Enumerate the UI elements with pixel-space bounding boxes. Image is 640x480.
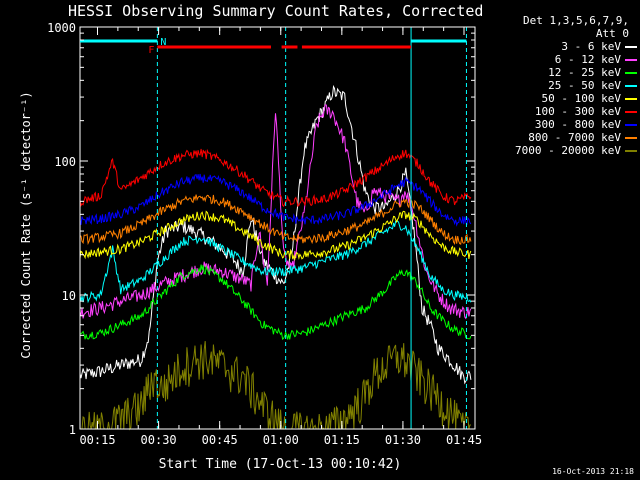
chart-marks [79,27,472,431]
plot-border [79,26,476,430]
legend-swatch [625,84,637,87]
legend: Det 1,3,5,6,7,9, Att 0 3 - 6 keV 6 - 12 k… [483,14,637,157]
legend-item-label: 7000 - 20000 keV [515,144,621,157]
legend-item: 7000 - 20000 keV [483,144,637,157]
x-tick-label-4: 01:00 [263,433,299,447]
y-tick-label-2: 10 [62,289,76,303]
series-line-7 [79,173,472,227]
legend-item-label: 6 - 12 keV [554,53,621,66]
status-bars: NF [80,37,467,56]
legend-item: 300 - 800 keV [483,118,637,131]
legend-item: 50 - 100 keV [483,92,637,105]
y-tick-label-4: 1000 [47,21,76,35]
legend-swatch [625,58,637,61]
y-axis-label: Corrected Count Rate (s⁻¹ detector⁻¹) [19,91,33,358]
x-axis-label: Start Time (17-Oct-13 00:10:42) [159,457,402,472]
axes-frame [79,26,476,430]
legend-swatch [625,97,637,100]
legend-item: 800 - 7000 keV [483,131,637,144]
timestamp: 16-Oct-2013 21:18 [552,467,634,476]
series-line-1 [79,84,472,385]
x-tick-label-3: 00:45 [202,433,238,447]
legend-header-1: Det 1,3,5,6,7,9, [523,14,629,27]
legend-swatch [625,45,637,48]
x-tick-label-2: 00:30 [141,433,177,447]
legend-item-label: 300 - 800 keV [534,118,621,131]
legend-item: 3 - 6 keV [483,40,637,53]
axis-ticks: 00:15 00:30 00:45 01:00 01:15 01:30 01:45 1 10 10… [47,21,482,447]
x-tick-label-6: 01:30 [385,433,421,447]
y-tick-label-1: 1 [69,423,76,437]
legend-item-label: 12 - 25 keV [548,66,621,79]
x-tick-label-7: 01:45 [446,433,482,447]
y-tick-label-3: 100 [54,155,76,169]
legend-swatch [625,136,637,139]
legend-header-2: Att 0 [595,27,629,40]
legend-item: 25 - 50 keV [483,79,637,92]
legend-swatch [625,123,637,126]
series-line-4 [79,220,472,304]
legend-item: 12 - 25 keV [483,66,637,79]
legend-rows: 3 - 6 keV 6 - 12 keV 12 - 25 keV 25 - 50 ke… [483,40,637,157]
legend-item: 6 - 12 keV [483,53,637,66]
series-line-9 [80,341,471,431]
flare-bar-label: F [148,45,154,56]
legend-item-label: 25 - 50 keV [548,79,621,92]
legend-swatch [625,71,637,74]
series-line-8 [79,194,472,246]
legend-item-label: 3 - 6 keV [561,40,621,53]
legend-item-label: 100 - 300 keV [534,105,621,118]
legend-swatch [625,110,637,113]
legend-item-label: 800 - 7000 keV [528,131,621,144]
night-bar-label: N [160,37,166,48]
series-line-5 [79,210,472,262]
x-tick-label-5: 01:15 [324,433,360,447]
legend-item: 100 - 300 keV [483,105,637,118]
series-line-3 [80,264,472,341]
legend-item-label: 50 - 100 keV [541,92,621,105]
series-line-2 [79,104,472,320]
series-line-6 [79,148,472,208]
chart-title: HESSI Observing Summary Count Rates, Cor… [68,2,484,20]
x-tick-label-1: 00:15 [79,433,115,447]
legend-swatch [625,149,637,152]
